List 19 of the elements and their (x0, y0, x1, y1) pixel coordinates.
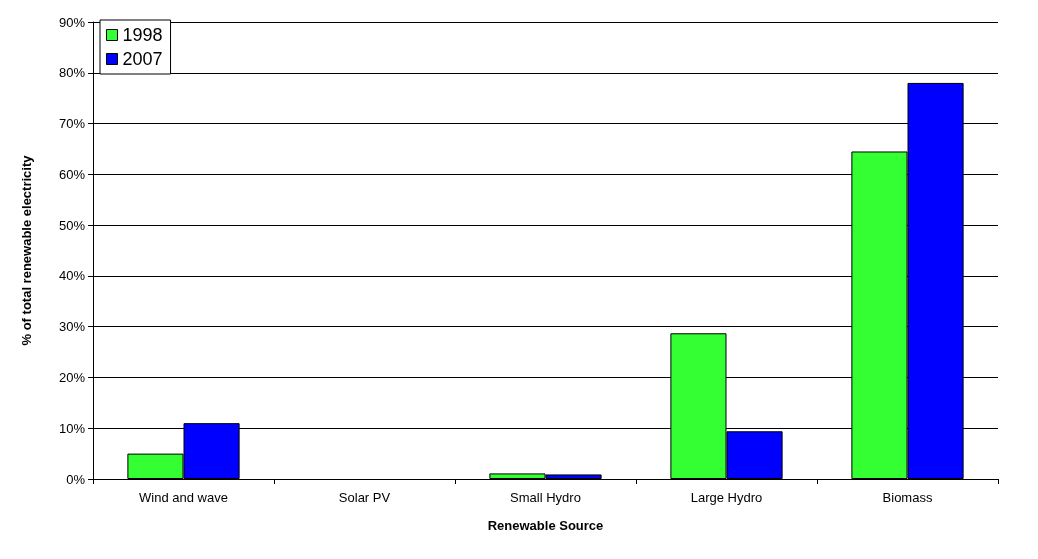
y-tick-label: 50% (58, 217, 86, 233)
y-tick-label: 0% (66, 471, 86, 487)
x-tick-label: Wind and wave (139, 490, 228, 505)
x-tick-label: Small Hydro (510, 490, 581, 505)
y-tick-label: 20% (58, 369, 86, 385)
legend-label: 1998 (122, 25, 163, 45)
y-axis-title: % of total renewable electricity (19, 154, 34, 346)
y-tick-label: 70% (58, 116, 86, 132)
x-tick-label: Large Hydro (690, 490, 763, 505)
x-axis-title: Renewable Source (487, 518, 604, 533)
y-tick-label: 10% (58, 420, 86, 436)
y-tick-label: 40% (58, 268, 86, 284)
x-tick-label: Biomass (882, 490, 933, 505)
y-tick-label: 80% (58, 65, 86, 81)
y-tick-label: 30% (58, 319, 86, 335)
y-tick-label: 90% (58, 14, 86, 30)
legend-label: 2007 (122, 49, 163, 69)
x-tick-label: Solar PV (338, 490, 391, 505)
y-tick-label: 60% (58, 166, 86, 182)
